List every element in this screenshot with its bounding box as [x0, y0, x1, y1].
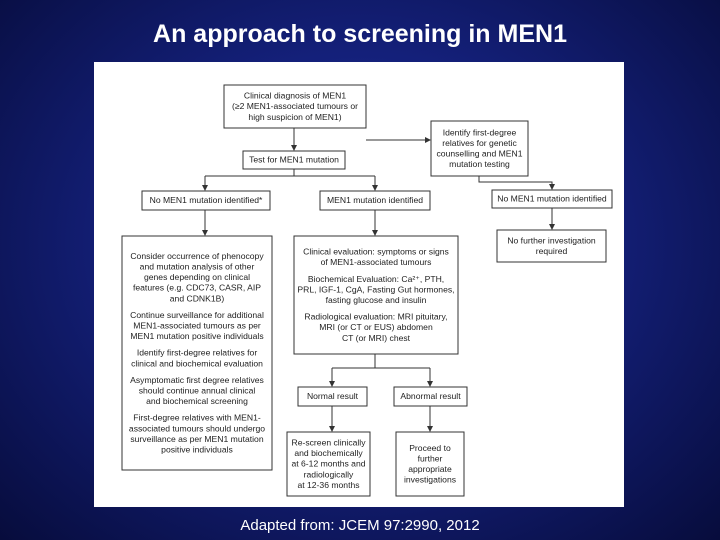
node-text: at 12-36 months: [297, 480, 359, 490]
node: Test for MEN1 mutation: [242, 150, 346, 170]
node-text: counselling and MEN1: [437, 148, 523, 158]
node: No MEN1 mutation identified: [491, 189, 613, 209]
node: Proceed tofurtherappropriateinvestigatio…: [395, 431, 465, 497]
node-text: high suspicion of MEN1): [248, 112, 341, 122]
node-box: [242, 150, 346, 170]
node-box: [141, 190, 271, 211]
node: Normal result: [297, 386, 368, 407]
node-text: Abnormal result: [400, 391, 461, 401]
node: Clinical evaluation: symptoms or signsof…: [293, 235, 459, 355]
node-text: required: [536, 246, 568, 256]
node-text: MEN1 mutation identified: [327, 195, 423, 205]
node-text: No further investigation: [507, 235, 596, 245]
node-text: further: [418, 453, 443, 463]
node-box: [293, 235, 459, 355]
node-text: associated tumours should undergo: [129, 423, 265, 433]
node-text: Continue surveillance for additional: [130, 310, 264, 320]
node-text: Test for MEN1 mutation: [249, 155, 339, 165]
node-text: appropriate: [408, 464, 452, 474]
node-text: at 6-12 months and: [291, 459, 365, 469]
node-text: First-degree relatives with MEN1-: [133, 413, 261, 423]
node-text: Clinical evaluation: symptoms or signs: [303, 247, 449, 257]
caption: Adapted from: JCEM 97:2990, 2012: [240, 517, 480, 534]
node-text: and CDNK1B): [170, 293, 225, 303]
node-text: Biochemical Evaluation: Ca²⁺, PTH,: [308, 274, 444, 284]
node-text: Re-screen clinically: [291, 437, 366, 447]
node-text: MRI (or CT or EUS) abdomen: [319, 322, 433, 332]
node-text: mutation testing: [449, 159, 510, 169]
node-text: Asymptomatic first degree relatives: [130, 375, 264, 385]
node-box: [430, 120, 529, 177]
node-text: Clinical diagnosis of MEN1: [244, 91, 346, 101]
node-box: [121, 235, 273, 471]
node-text: and biochemical screening: [146, 396, 248, 406]
node-text: Normal result: [307, 391, 359, 401]
node-box: [496, 229, 607, 263]
flowchart: Clinical diagnosis of MEN1(≥2 MEN1-assoc…: [94, 62, 624, 507]
node-box: [223, 84, 367, 129]
node: MEN1 mutation identified: [319, 190, 431, 211]
node-text: Proceed to: [409, 443, 451, 453]
slide-title: An approach to screening in MEN1: [153, 20, 567, 48]
node-text: MEN1 mutation positive individuals: [130, 331, 263, 341]
node-text: Radiological evaluation: MRI pituitary,: [304, 312, 447, 322]
node-text: investigations: [404, 475, 456, 485]
node-text: No MEN1 mutation identified*: [150, 195, 263, 205]
node-text: of MEN1-associated tumours: [321, 257, 432, 267]
node-text: CT (or MRI) chest: [342, 333, 411, 343]
node: Abnormal result: [393, 386, 468, 407]
node-box: [319, 190, 431, 211]
node-box: [297, 386, 368, 407]
node-text: and biochemically: [294, 448, 363, 458]
node-text: PRL, IGF-1, CgA, Fasting Gut hormones,: [297, 284, 454, 294]
node-text: features (e.g. CDC73, CASR, AIP: [133, 283, 261, 293]
node-text: Identify first-degree relatives for: [137, 348, 258, 358]
node: Clinical diagnosis of MEN1(≥2 MEN1-assoc…: [223, 84, 367, 129]
node-text: and mutation analysis of other: [140, 261, 255, 271]
node-text: surveillance as per MEN1 mutation: [130, 434, 263, 444]
node-text: fasting glucose and insulin: [326, 295, 427, 305]
node-text: should continue annual clinical: [139, 385, 256, 395]
connectors: [202, 128, 555, 432]
node-text: Consider occurrence of phenocopy: [130, 251, 264, 261]
node-text: genes depending on clinical: [144, 272, 250, 282]
node-box: [395, 431, 465, 497]
node-box: [393, 386, 468, 407]
node-text: No MEN1 mutation identified: [497, 194, 607, 204]
node-box: [491, 189, 613, 209]
node-text: MEN1-associated tumours as per: [133, 320, 261, 330]
node-text: radiologically: [304, 469, 354, 479]
node-box: [286, 431, 371, 497]
node-text: clinical and biochemical evaluation: [131, 358, 263, 368]
node: No MEN1 mutation identified*: [141, 190, 271, 211]
node-text: positive individuals: [161, 444, 233, 454]
node-text: (≥2 MEN1-associated tumours or: [232, 101, 358, 111]
node-text: relatives for genetic: [442, 138, 517, 148]
node-text: Identify first-degree: [443, 127, 517, 137]
